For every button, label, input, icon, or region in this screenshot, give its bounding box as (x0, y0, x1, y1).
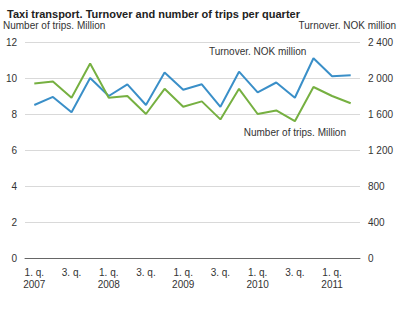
svg-text:3. q.: 3. q. (136, 267, 155, 278)
svg-text:2007: 2007 (23, 279, 46, 290)
svg-text:1. q.: 1. q. (322, 267, 341, 278)
svg-text:2 400: 2 400 (368, 37, 393, 48)
svg-text:Taxi transport. Turnover and n: Taxi transport. Turnover and number of t… (7, 8, 301, 20)
svg-text:8: 8 (11, 109, 17, 120)
svg-text:Number of trips. Million: Number of trips. Million (3, 20, 105, 31)
svg-text:2008: 2008 (98, 279, 121, 290)
svg-text:4: 4 (11, 181, 17, 192)
svg-text:Turnover. NOK million: Turnover. NOK million (299, 20, 396, 31)
svg-text:3. q.: 3. q. (285, 267, 304, 278)
svg-text:1 600: 1 600 (368, 109, 393, 120)
svg-text:400: 400 (368, 217, 385, 228)
svg-text:Number of trips. Million: Number of trips. Million (244, 127, 346, 138)
svg-text:2 000: 2 000 (368, 73, 393, 84)
svg-text:1. q.: 1. q. (99, 267, 118, 278)
svg-text:1. q.: 1. q. (248, 267, 267, 278)
svg-text:1 200: 1 200 (368, 145, 393, 156)
svg-text:1. q.: 1. q. (25, 267, 44, 278)
svg-text:10: 10 (6, 73, 18, 84)
svg-text:Turnover. NOK million: Turnover. NOK million (209, 46, 306, 57)
svg-text:800: 800 (368, 181, 385, 192)
svg-text:3. q.: 3. q. (211, 267, 230, 278)
svg-text:2: 2 (11, 217, 17, 228)
svg-text:2011: 2011 (321, 279, 343, 290)
svg-text:1. q.: 1. q. (173, 267, 192, 278)
svg-text:0: 0 (368, 253, 374, 264)
svg-text:2010: 2010 (247, 279, 270, 290)
svg-text:0: 0 (11, 253, 17, 264)
svg-text:6: 6 (11, 145, 17, 156)
svg-text:12: 12 (6, 37, 18, 48)
svg-text:3. q.: 3. q. (62, 267, 81, 278)
svg-text:2009: 2009 (172, 279, 195, 290)
